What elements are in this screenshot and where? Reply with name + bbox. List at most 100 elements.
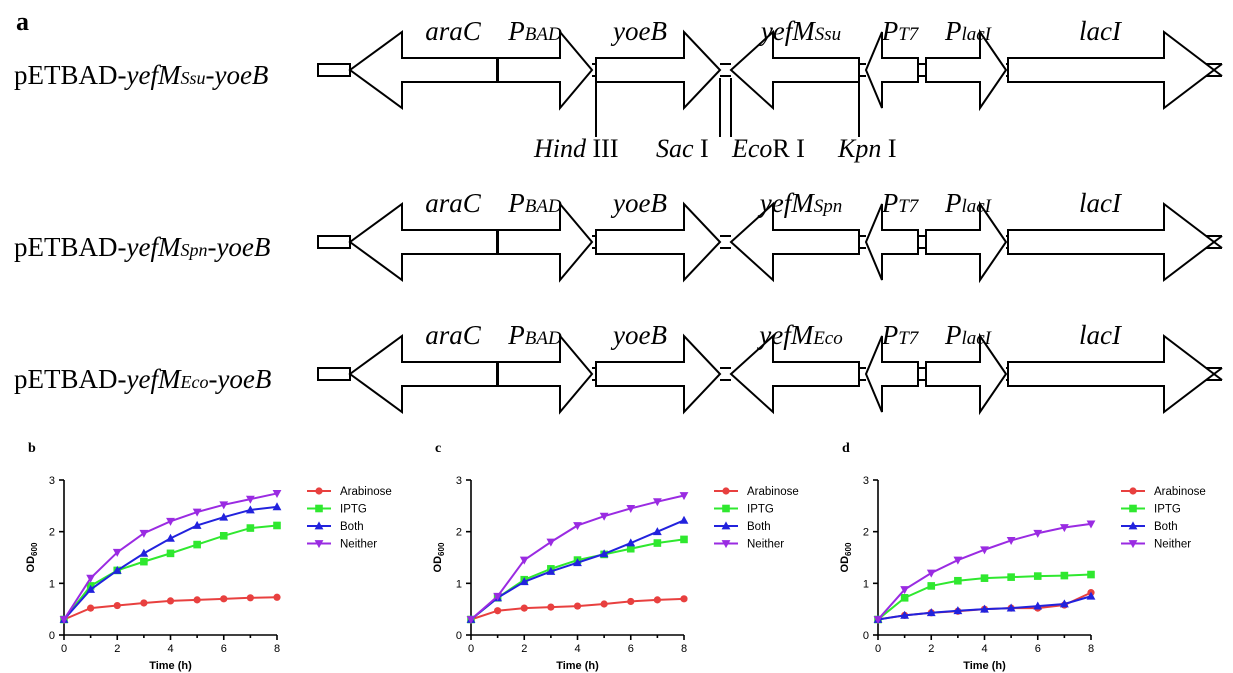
data-point	[245, 505, 255, 514]
data-point	[679, 515, 689, 524]
data-point	[873, 616, 883, 625]
data-point	[599, 512, 609, 521]
data-point	[193, 540, 201, 549]
pbad-promoter-arrow	[497, 201, 594, 283]
legend-label: Both	[1154, 521, 1178, 533]
backbone-right-cap2	[1213, 373, 1223, 381]
hind-iii-label: Hind III	[533, 134, 618, 163]
data-point	[900, 610, 910, 619]
sac-i-label: Sac I	[656, 134, 709, 163]
data-point	[219, 512, 229, 521]
data-point	[679, 492, 689, 501]
pbad-label: PBAD	[507, 188, 562, 218]
x-tick-label: 8	[681, 643, 687, 655]
x-tick-label: 4	[167, 643, 173, 655]
data-point	[166, 549, 175, 558]
data-point	[680, 595, 688, 603]
chart-panel-d: d 0 1 2 3 0 2 4 6 8 Time (h) OD600 Arabinose IPTG Both…	[839, 441, 1206, 672]
arac-label: araC	[425, 320, 482, 350]
yoeb-label: yoeB	[610, 16, 667, 46]
data-point	[546, 538, 556, 547]
pbad-label: PBAD	[507, 16, 562, 46]
laci-label: lacI	[1079, 320, 1123, 350]
backbone-left	[317, 63, 351, 77]
y-axis-label: OD600	[25, 542, 39, 572]
data-point	[272, 502, 282, 511]
data-point	[600, 600, 608, 608]
kpn-i-label: Kpn I	[837, 134, 897, 163]
x-tick-label: 0	[468, 643, 474, 655]
data-point	[86, 584, 96, 593]
yoeb-gene-arrow	[595, 333, 722, 415]
x-tick-label: 6	[1035, 643, 1041, 655]
x-tick-label: 6	[628, 643, 634, 655]
x-tick-label: 0	[875, 643, 881, 655]
laci-label: lacI	[1079, 16, 1123, 46]
arac-label: araC	[425, 188, 482, 218]
data-point	[220, 595, 228, 603]
data-point	[520, 604, 528, 612]
y-tick-label: 2	[863, 527, 869, 539]
series-both	[59, 502, 282, 623]
yefm-label: yefMSpn	[757, 188, 842, 218]
y-tick-label: 0	[863, 630, 869, 642]
data-point	[466, 616, 476, 625]
data-point	[193, 596, 201, 604]
series-neither	[873, 520, 1096, 625]
data-point	[1006, 537, 1016, 546]
laci-label: lacI	[1079, 188, 1123, 218]
data-point	[926, 608, 936, 617]
data-point	[166, 533, 175, 542]
chart-panel-c: c 0 1 2 3 0 2 4 6 8 Time (h) OD600 Arabinose IPTG Both…	[432, 441, 799, 672]
data-point	[1033, 601, 1043, 610]
data-point	[494, 607, 502, 615]
laci-gene-arrow	[1007, 333, 1216, 415]
data-point	[87, 604, 95, 612]
legend-item: Neither	[307, 539, 377, 551]
data-point	[627, 597, 635, 606]
data-point	[245, 495, 255, 504]
series-arabinose	[60, 593, 281, 624]
y-tick-label: 3	[49, 475, 55, 487]
data-point	[314, 540, 324, 549]
yoeb-gene-arrow	[595, 29, 722, 111]
yefm-gene-arrow	[729, 333, 860, 415]
legend-item: IPTG	[307, 504, 367, 516]
backbone-right-cap	[1213, 235, 1223, 243]
data-point	[626, 505, 636, 514]
data-point	[166, 517, 175, 526]
data-point	[626, 538, 636, 547]
backbone-right-cap	[1213, 367, 1223, 375]
data-point	[246, 594, 254, 602]
data-point	[519, 556, 529, 565]
pt7-promoter-arrow	[864, 203, 919, 281]
legend-label: Neither	[747, 539, 784, 551]
y-axis-label: OD600	[839, 542, 853, 572]
data-point	[273, 521, 281, 530]
pt7-label: PT7	[881, 320, 920, 350]
backbone-left	[317, 235, 351, 249]
yoeb-label: yoeB	[610, 188, 667, 218]
y-axis-label: OD600	[432, 542, 446, 572]
data-point	[1128, 521, 1138, 530]
data-point	[315, 487, 323, 495]
data-point	[573, 522, 582, 531]
placi-promoter-arrow	[925, 332, 1008, 416]
data-point	[926, 569, 936, 578]
data-point	[315, 504, 323, 513]
data-point	[927, 582, 936, 590]
legend-item: IPTG	[714, 504, 774, 516]
legend-label: IPTG	[1154, 504, 1181, 516]
data-point	[113, 601, 121, 610]
placi-promoter-arrow	[925, 28, 1008, 112]
data-point	[547, 603, 555, 611]
y-tick-label: 2	[456, 527, 462, 539]
data-point	[980, 546, 989, 555]
y-tick-label: 1	[456, 578, 462, 590]
data-point	[900, 594, 909, 602]
data-point	[139, 529, 149, 538]
data-point	[166, 597, 175, 605]
data-point	[59, 616, 69, 625]
data-point	[86, 574, 96, 583]
